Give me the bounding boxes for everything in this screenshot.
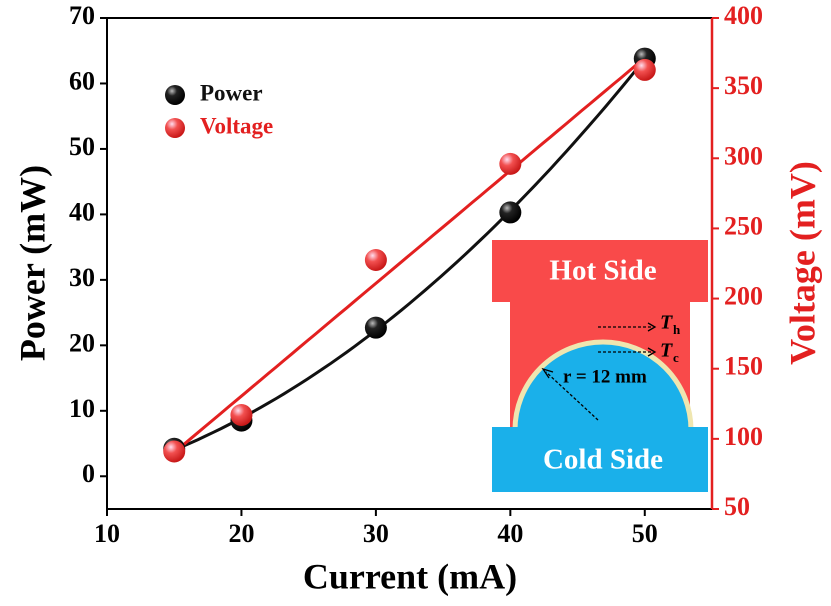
x-tick-label: 30	[363, 519, 389, 548]
y-tick-label: 60	[69, 66, 95, 95]
legend-marker	[165, 85, 185, 105]
x-tick-label: 40	[497, 519, 523, 548]
y-tick-label: 50	[69, 132, 95, 161]
y-tick-label: 20	[69, 328, 95, 357]
data-point	[365, 249, 387, 271]
x-tick-label: 50	[632, 519, 658, 548]
y-tick-label: 70	[69, 1, 95, 30]
y2-tick-label: 300	[724, 141, 763, 170]
x-axis-title: Current (mA)	[303, 556, 517, 596]
y-tick-label: 30	[69, 263, 95, 292]
th-label: T	[660, 312, 673, 334]
y-tick-label: 0	[82, 459, 95, 488]
y2-axis-title: Voltage (mV)	[782, 161, 822, 365]
x-tick-label: 20	[228, 519, 254, 548]
data-point	[163, 440, 185, 462]
th-sub: h	[673, 322, 681, 337]
inset-diagram: Hot Side Cold Side T h T c r = 12 mm	[492, 240, 708, 492]
y2-tick-label: 200	[724, 282, 763, 311]
legend-label: Power	[200, 80, 263, 105]
legend-label: Voltage	[200, 113, 273, 138]
x-tick-label: 10	[94, 519, 120, 548]
y2-tick-label: 250	[724, 211, 763, 240]
y-tick-label: 40	[69, 197, 95, 226]
y2-tick-label: 150	[724, 352, 763, 381]
data-point	[230, 404, 252, 426]
y2-tick-label: 100	[724, 422, 763, 451]
y2-tick-label: 50	[724, 492, 750, 521]
radius-label: r = 12 mm	[563, 366, 647, 387]
cold-label: Cold Side	[543, 444, 663, 476]
y-tick-label: 10	[69, 394, 95, 423]
hot-label: Hot Side	[549, 255, 656, 287]
y-axis-title: Power (mW)	[12, 165, 52, 361]
data-point	[365, 317, 387, 339]
tc-label: T	[660, 340, 673, 362]
chart: Current (mA) Power (mW) Voltage (mV) 10 2…	[0, 0, 831, 606]
data-point	[499, 201, 521, 223]
data-point	[499, 153, 521, 175]
y2-tick-label: 350	[724, 71, 763, 100]
legend-marker	[165, 118, 185, 138]
tc-sub: c	[673, 350, 679, 365]
data-point	[634, 59, 656, 81]
y2-tick-label: 400	[724, 1, 763, 30]
